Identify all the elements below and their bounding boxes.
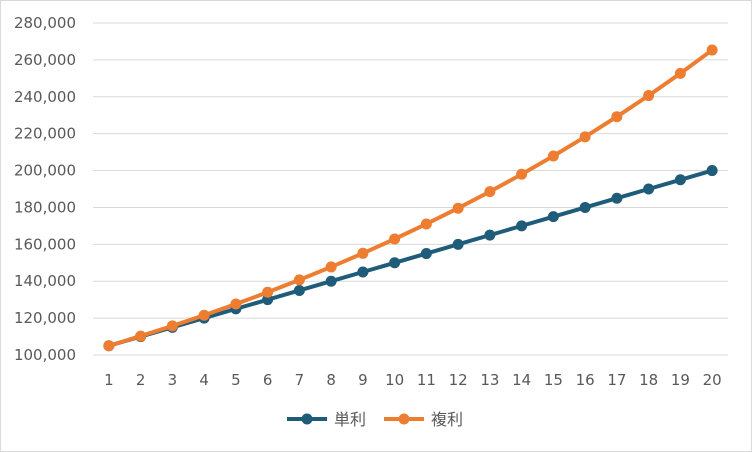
legend-label: 単利 xyxy=(334,410,366,429)
x-tick-label: 1 xyxy=(104,371,114,389)
data-point xyxy=(166,320,178,332)
data-point xyxy=(135,330,147,342)
x-tick-label: 3 xyxy=(168,371,178,389)
data-point xyxy=(706,165,718,177)
data-point xyxy=(706,44,718,56)
data-point xyxy=(452,238,464,250)
data-point xyxy=(547,211,559,223)
data-point xyxy=(611,111,623,123)
y-tick-label: 100,000 xyxy=(14,346,76,364)
x-tick-label: 6 xyxy=(263,371,273,389)
y-tick-label: 160,000 xyxy=(14,235,76,253)
x-tick-label: 11 xyxy=(417,371,436,389)
y-tick-label: 180,000 xyxy=(14,198,76,216)
grid-lines xyxy=(93,22,728,356)
series-2 xyxy=(103,44,718,352)
x-tick-label: 12 xyxy=(449,371,468,389)
data-point xyxy=(579,131,591,143)
y-tick-label: 200,000 xyxy=(14,162,76,180)
x-tick-label: 8 xyxy=(326,371,336,389)
x-tick-label: 10 xyxy=(385,371,404,389)
y-tick-label: 260,000 xyxy=(14,51,76,69)
y-tick-label: 240,000 xyxy=(14,88,76,106)
data-point xyxy=(452,202,464,214)
legend-marker xyxy=(301,413,313,425)
y-tick-label: 140,000 xyxy=(14,272,76,290)
legend: 単利 複利 xyxy=(287,410,463,429)
x-tick-label: 19 xyxy=(671,371,690,389)
x-tick-label: 15 xyxy=(544,371,563,389)
x-tick-label: 17 xyxy=(607,371,626,389)
data-point xyxy=(516,168,528,180)
y-tick-label: 220,000 xyxy=(14,125,76,143)
data-point xyxy=(357,266,369,278)
legend-item-1: 単利 xyxy=(287,410,366,429)
data-point xyxy=(103,340,115,352)
x-tick-label: 7 xyxy=(295,371,305,389)
data-point xyxy=(420,218,432,230)
data-point xyxy=(547,150,559,162)
data-point xyxy=(262,286,274,298)
series-1 xyxy=(103,165,718,352)
data-point xyxy=(674,67,686,79)
x-tick-label: 16 xyxy=(576,371,595,389)
data-point xyxy=(484,229,496,241)
data-point xyxy=(643,90,655,102)
data-point xyxy=(389,257,401,269)
x-tick-label: 20 xyxy=(703,371,722,389)
y-axis-ticks: 100,000 120,000 140,000 160,000 180,000 200,0… xyxy=(14,14,76,364)
x-tick-label: 18 xyxy=(639,371,658,389)
legend-label: 複利 xyxy=(431,410,463,429)
x-tick-label: 9 xyxy=(358,371,368,389)
data-point xyxy=(674,174,686,186)
data-point xyxy=(230,298,242,310)
data-point xyxy=(420,248,432,260)
data-point xyxy=(516,220,528,232)
x-tick-label: 14 xyxy=(512,371,531,389)
x-tick-label: 5 xyxy=(231,371,241,389)
data-point xyxy=(198,309,210,321)
data-point xyxy=(579,201,591,213)
x-axis-ticks: 1 2 3 4 5 6 7 8 9 10 11 12 13 14 15 16 17 18 19 20 xyxy=(104,371,722,389)
y-tick-label: 280,000 xyxy=(14,14,76,32)
data-point xyxy=(325,261,337,273)
data-point xyxy=(293,284,305,296)
data-point xyxy=(611,192,623,204)
data-point xyxy=(293,274,305,286)
y-tick-label: 120,000 xyxy=(14,309,76,327)
x-tick-label: 4 xyxy=(199,371,209,389)
data-point xyxy=(643,183,655,195)
series-line xyxy=(106,48,715,348)
data-point xyxy=(389,233,401,245)
x-tick-label: 13 xyxy=(480,371,499,389)
series-layer xyxy=(103,44,718,352)
data-point xyxy=(357,247,369,259)
legend-marker xyxy=(398,413,410,425)
legend-item-2: 複利 xyxy=(384,410,463,429)
data-point xyxy=(325,275,337,287)
x-tick-label: 2 xyxy=(136,371,146,389)
data-point xyxy=(484,186,496,198)
